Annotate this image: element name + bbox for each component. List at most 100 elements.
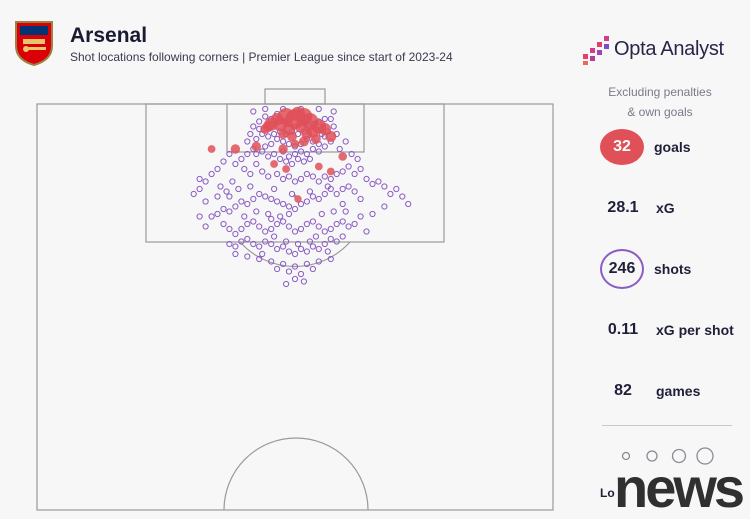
goal-point-28 — [260, 124, 271, 134]
shot-point-52 — [300, 158, 307, 165]
arsenal-crest-icon — [15, 21, 53, 66]
shot-point-127 — [262, 228, 269, 235]
shot-point-141 — [345, 223, 352, 230]
shot-point-231 — [285, 210, 293, 218]
shot-point-199 — [253, 150, 260, 158]
shot-point-86 — [339, 168, 346, 175]
xg-size-legend — [621, 447, 714, 465]
xg-label: xG — [656, 200, 675, 216]
shot-point-206 — [247, 183, 254, 190]
shot-point-201 — [342, 138, 349, 145]
shot-point-221 — [283, 238, 290, 245]
goal-point-3 — [290, 106, 306, 122]
shot-point-48 — [309, 145, 316, 153]
goal-point-31 — [290, 139, 300, 149]
shots-badge: 246 — [600, 249, 644, 289]
shot-point-40 — [274, 135, 281, 143]
stat-games: 82 games — [600, 371, 700, 411]
shot-point-76 — [280, 175, 287, 183]
shot-point-65 — [220, 158, 227, 165]
shot-point-177 — [300, 278, 307, 285]
shot-point-51 — [306, 155, 313, 163]
shot-point-229 — [226, 193, 233, 200]
shot-point-178 — [214, 193, 221, 200]
xg-per-shot-label: xG per shot — [656, 322, 734, 338]
shot-point-0 — [262, 113, 269, 120]
shot-point-74 — [265, 173, 272, 180]
shot-point-27 — [256, 118, 263, 125]
shot-point-105 — [291, 205, 299, 213]
shot-point-167 — [291, 263, 299, 270]
shot-point-70 — [241, 165, 248, 173]
shot-point-22 — [271, 130, 278, 138]
shot-point-216 — [277, 213, 284, 220]
shot-point-125 — [250, 218, 257, 225]
goal-frame — [264, 88, 326, 105]
shot-point-97 — [339, 185, 346, 193]
shot-point-158 — [244, 235, 251, 243]
stat-goals: 32 goals — [600, 127, 691, 167]
shot-point-169 — [315, 258, 322, 265]
shot-point-54 — [288, 160, 296, 168]
shot-point-156 — [256, 243, 263, 250]
shot-point-94 — [387, 190, 394, 198]
shot-point-45 — [291, 150, 299, 158]
shot-point-113 — [244, 200, 251, 208]
shot-point-120 — [220, 220, 227, 228]
shot-point-47 — [303, 150, 310, 158]
shot-point-91 — [369, 180, 376, 188]
shot-point-138 — [327, 225, 334, 233]
shot-point-226 — [241, 213, 248, 220]
shot-point-103 — [303, 198, 310, 205]
shot-point-121 — [226, 225, 233, 233]
goal-point-13 — [325, 131, 337, 142]
shot-point-28 — [247, 130, 254, 138]
shot-point-214 — [324, 183, 331, 190]
legend-circle-medium — [646, 450, 658, 462]
shot-point-64 — [226, 150, 233, 158]
shot-point-168 — [303, 260, 310, 268]
shot-point-218 — [253, 208, 260, 215]
shot-point-171 — [297, 270, 305, 278]
goal-point-20 — [270, 160, 278, 168]
shot-point-147 — [309, 243, 316, 250]
shot-point-95 — [351, 188, 358, 195]
shot-point-55 — [283, 158, 290, 165]
shot-point-118 — [214, 210, 221, 218]
shot-point-53 — [294, 155, 302, 163]
shot-point-88 — [351, 170, 358, 178]
shot-point-184 — [405, 200, 412, 208]
goal-point-18 — [278, 144, 288, 154]
shot-point-186 — [369, 210, 376, 218]
shot-point-108 — [274, 198, 281, 205]
shot-point-96 — [345, 183, 352, 190]
games-value: 82 — [614, 382, 632, 399]
shot-point-115 — [232, 203, 239, 210]
goal-point-21 — [314, 162, 323, 171]
goal-markers — [207, 106, 348, 203]
shot-point-211 — [271, 185, 278, 193]
goal-point-17 — [251, 141, 261, 152]
goal-point-22 — [282, 165, 290, 173]
shot-point-219 — [312, 233, 319, 240]
shot-point-117 — [220, 205, 227, 213]
shot-point-106 — [285, 203, 293, 210]
shot-point-116 — [226, 208, 233, 215]
shot-point-217 — [265, 210, 272, 218]
shot-point-205 — [330, 208, 337, 215]
legend-circle-small — [621, 451, 631, 461]
page-subtitle: Shot locations following corners | Premi… — [70, 50, 453, 64]
shot-point-203 — [354, 155, 361, 163]
brand-name: Opta Analyst — [614, 38, 724, 60]
shot-point-72 — [253, 160, 260, 168]
shot-point-131 — [285, 223, 293, 230]
shot-point-100 — [321, 190, 328, 198]
shot-point-183 — [399, 193, 406, 200]
shot-point-192 — [262, 105, 269, 113]
shot-point-112 — [250, 195, 257, 203]
shot-point-23 — [265, 133, 272, 140]
shot-point-46 — [297, 148, 305, 155]
shot-point-188 — [351, 220, 358, 228]
shot-point-190 — [202, 223, 209, 230]
shot-point-25 — [253, 135, 260, 143]
